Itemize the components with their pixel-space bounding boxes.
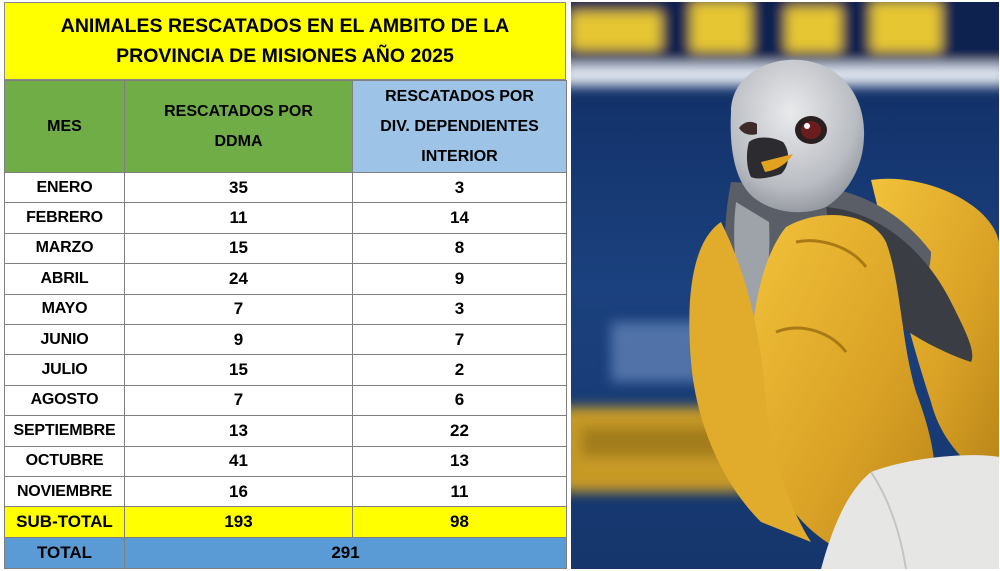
hawk-head [730, 59, 865, 213]
rescue-table: MES RESCATADOS POR DDMA RESCATADOS POR D… [4, 80, 567, 569]
table-row: ABRIL 24 9 [4, 263, 567, 295]
table-body: ENERO 35 3 FEBRERO 11 14 MARZO 15 8 ABRIL 24 9 MAYO 7… [4, 171, 567, 508]
table-row: SEPTIEMBRE 13 22 [4, 415, 567, 447]
cell-div: 11 [352, 475, 567, 508]
table-row: MARZO 15 8 [4, 232, 567, 265]
total-label: TOTAL [4, 536, 125, 569]
cell-mes: SEPTIEMBRE [4, 415, 125, 447]
table-title-box: ANIMALES RESCATADOS EN EL AMBITO DE LA P… [4, 2, 566, 80]
subtotal-label: SUB-TOTAL [4, 506, 125, 538]
cell-div: 8 [352, 232, 567, 265]
cell-div: 14 [352, 202, 567, 234]
cell-ddma: 41 [124, 445, 353, 477]
glove-left [689, 222, 811, 542]
cell-ddma: 13 [124, 415, 353, 447]
cell-mes: ENERO [4, 171, 125, 204]
cell-ddma: 7 [124, 293, 353, 325]
cell-div: 3 [352, 293, 567, 325]
hawk-illustration [571, 2, 999, 569]
white-sleeve [821, 455, 999, 569]
cell-ddma: 7 [124, 384, 353, 417]
table-row: JUNIO 9 7 [4, 323, 567, 356]
subtotal-ddma: 193 [124, 506, 353, 538]
cell-mes: OCTUBRE [4, 445, 125, 477]
cell-mes: FEBRERO [4, 202, 125, 234]
cell-mes: ABRIL [4, 263, 125, 295]
header-ddma: RESCATADOS POR DDMA [124, 80, 353, 173]
cell-ddma: 35 [124, 171, 353, 204]
cell-ddma: 9 [124, 323, 353, 356]
table-row: AGOSTO 7 6 [4, 384, 567, 417]
cell-mes: NOVIEMBRE [4, 475, 125, 508]
cell-div: 22 [352, 415, 567, 447]
cell-ddma: 24 [124, 263, 353, 295]
cell-div: 6 [352, 384, 567, 417]
cell-ddma: 15 [124, 354, 353, 386]
table-header-row: MES RESCATADOS POR DDMA RESCATADOS POR D… [4, 80, 567, 173]
subtotal-div: 98 [352, 506, 567, 538]
table-title: ANIMALES RESCATADOS EN EL AMBITO DE LA P… [60, 15, 510, 67]
cell-mes: JUNIO [4, 323, 125, 356]
cell-mes: AGOSTO [4, 384, 125, 417]
table-row: FEBRERO 11 14 [4, 202, 567, 234]
cell-div: 2 [352, 354, 567, 386]
cell-div: 13 [352, 445, 567, 477]
cell-mes: MARZO [4, 232, 125, 265]
cell-div: 3 [352, 171, 567, 204]
header-mes: MES [4, 80, 125, 173]
cell-ddma: 16 [124, 475, 353, 508]
total-value: 291 [124, 536, 567, 569]
cell-mes: MAYO [4, 293, 125, 325]
cell-div: 9 [352, 263, 567, 295]
rescue-table-panel: ANIMALES RESCATADOS EN EL AMBITO DE LA P… [4, 2, 567, 569]
cell-ddma: 11 [124, 202, 353, 234]
header-div-interior: RESCATADOS POR DIV. DEPENDIENTES INTERIO… [352, 80, 567, 173]
cell-div: 7 [352, 323, 567, 356]
table-row: ENERO 35 3 [4, 171, 567, 204]
cell-ddma: 15 [124, 232, 353, 265]
total-row: TOTAL 291 [4, 536, 567, 569]
hawk-photo [571, 2, 999, 569]
table-row: NOVIEMBRE 16 11 [4, 475, 567, 508]
cell-mes: JULIO [4, 354, 125, 386]
table-row: JULIO 15 2 [4, 354, 567, 386]
table-row: OCTUBRE 41 13 [4, 445, 567, 477]
subtotal-row: SUB-TOTAL 193 98 [4, 506, 567, 538]
table-row: MAYO 7 3 [4, 293, 567, 325]
